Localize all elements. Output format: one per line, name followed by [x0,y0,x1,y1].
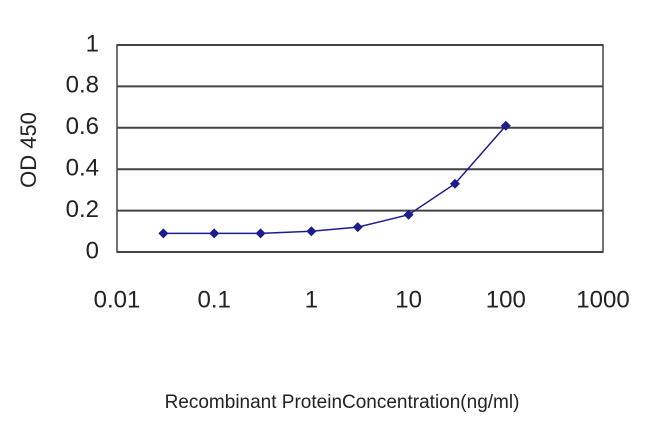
y-tick-label: 0 [86,237,99,264]
y-tick-label: 1 [86,30,99,57]
series-line [163,125,507,235]
data-point [255,228,266,239]
data-point [500,120,511,131]
y-tick-label: 0.8 [66,72,99,99]
data-point [306,226,317,237]
x-tick-label: 0.01 [94,286,141,313]
data-point [158,228,169,239]
y-tick-label: 0.4 [66,155,99,182]
data-point [209,228,220,239]
y-tick-label: 0.6 [66,113,99,140]
x-axis-title: Recombinant ProteinConcentration(ng/ml) [165,392,520,413]
data-point [403,209,414,220]
x-tick-label: 1000 [576,286,629,313]
data-point [449,178,460,189]
x-tick-label: 100 [486,286,526,313]
y-axis-title: OD 450 [16,112,41,188]
data-point [352,222,363,233]
y-tick-label: 0.2 [66,196,99,223]
plot-area [116,44,604,253]
x-tick-label: 0.1 [198,286,231,313]
x-tick-label: 10 [395,286,422,313]
x-tick-label: 1 [305,286,318,313]
